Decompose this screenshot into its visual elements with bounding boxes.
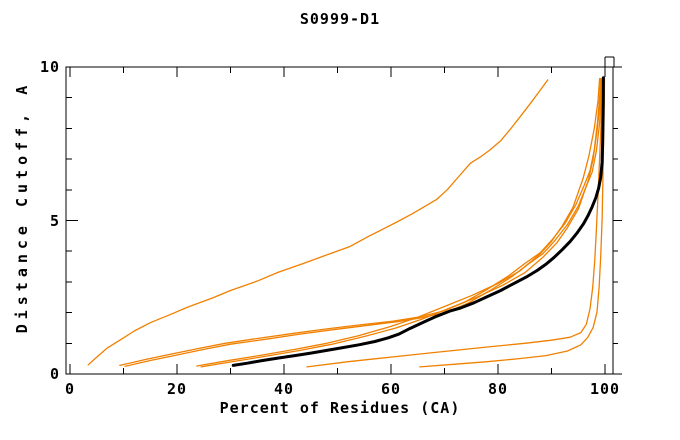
x-axis-label: Percent of Residues (CA) bbox=[219, 399, 461, 417]
curve-orange-model-4 bbox=[196, 78, 601, 367]
curve-black-reference bbox=[231, 76, 605, 367]
x-tick-label: 20 bbox=[166, 380, 188, 398]
y-tick-label: 0 bbox=[49, 365, 60, 383]
y-tick-label: 10 bbox=[39, 58, 60, 76]
curve-orange-model-2 bbox=[119, 78, 602, 367]
y-axis-label: Distance Cutoff, A bbox=[13, 80, 31, 334]
curve-orange-model-1 bbox=[87, 79, 549, 366]
x-tick-label: 0 bbox=[64, 380, 76, 398]
chart-title: S0999-D1 bbox=[299, 10, 381, 28]
x-tick-label: 80 bbox=[487, 380, 509, 398]
curve-orange-model-3 bbox=[124, 78, 603, 367]
curve-orange-model-6 bbox=[306, 78, 603, 368]
curve-orange-model-7 bbox=[419, 78, 606, 368]
x-tick-label: 60 bbox=[380, 380, 402, 398]
x-tick-label: 100 bbox=[589, 380, 621, 398]
curve-orange-model-5 bbox=[200, 78, 603, 368]
y-tick-label: 5 bbox=[49, 211, 60, 230]
x-tick-label: 40 bbox=[273, 380, 295, 398]
